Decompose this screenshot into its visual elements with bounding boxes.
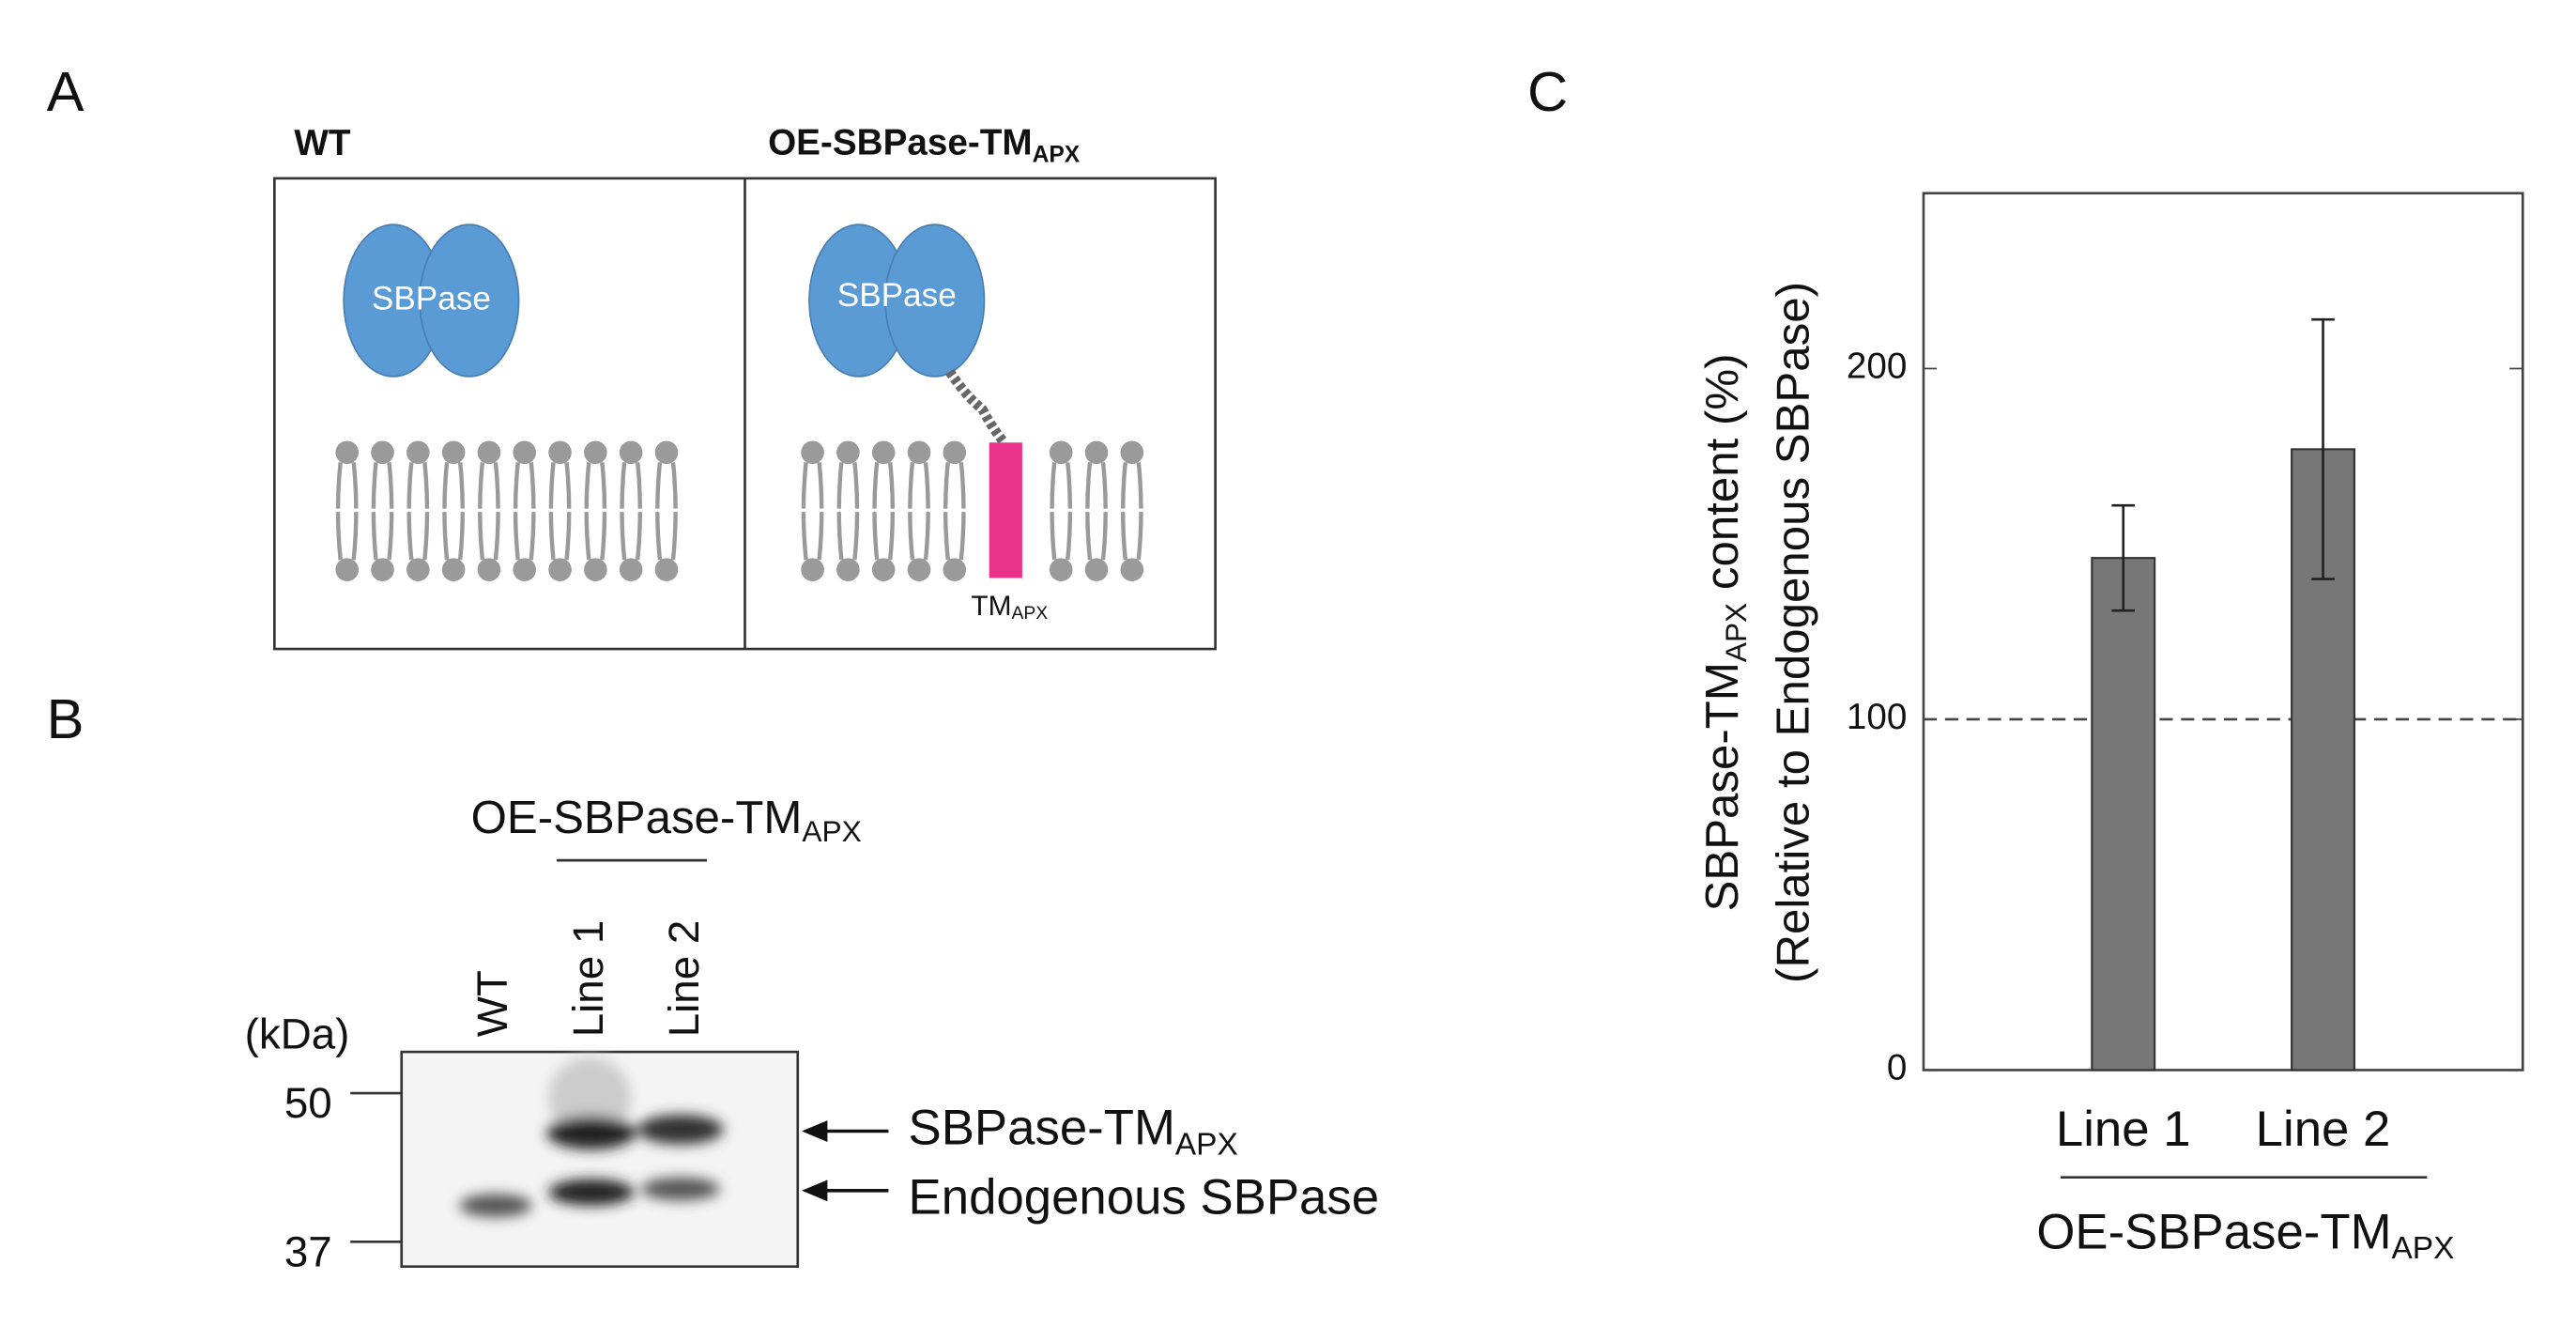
anchor-label: TMAPX [971, 591, 1048, 624]
lipid-head [654, 558, 679, 581]
text: content (%) [1696, 353, 1748, 602]
lipid-head [335, 440, 360, 465]
marker-label: 37 [284, 1227, 332, 1275]
lipid-head [477, 558, 501, 581]
lipid-head [871, 440, 896, 465]
subscript: APX [1012, 603, 1049, 624]
membrane [333, 440, 681, 581]
lipid-head [907, 558, 931, 581]
lipid-head [907, 440, 931, 465]
lipid-head [654, 440, 679, 465]
y-tick-label: 100 [1847, 697, 1908, 737]
linker [945, 368, 1008, 446]
lipid-head [1084, 558, 1109, 581]
lipid-head [1120, 558, 1144, 581]
lipid-head [371, 440, 394, 465]
lipid-head [801, 440, 824, 465]
x-group-label: OE-SBPase-TMAPX [2036, 1204, 2454, 1266]
subscript: APX [2392, 1231, 2455, 1266]
band-label: SBPase-TMAPX [909, 1100, 1238, 1162]
lipid-head [1049, 440, 1073, 465]
subscript: APX [1719, 603, 1753, 662]
lipid-head [548, 558, 572, 581]
bar [2091, 557, 2156, 1072]
tm-anchor [989, 442, 1022, 578]
lipid-head [1049, 558, 1073, 581]
unit-label: (kDa) [245, 1010, 350, 1057]
lipid-head [477, 440, 501, 465]
text: OE-SBPase-TM [768, 123, 1033, 163]
text: OE-SBPase-TM [2036, 1204, 2391, 1259]
blot-group: OE-SBPase-TMAPX [471, 792, 862, 848]
lipid-head [406, 440, 430, 465]
lipid-head [836, 558, 860, 581]
text: OE-SBPase-TM [471, 792, 803, 843]
lipid-head [943, 558, 967, 581]
lane-label: Line 1 [564, 920, 612, 1038]
lipid-head [1120, 440, 1144, 465]
plot-frame [1922, 192, 2524, 1072]
protein [343, 224, 986, 378]
lane-label: WT [468, 970, 516, 1037]
lipid-head [1084, 440, 1109, 465]
text: SBPase-TM [1696, 662, 1748, 911]
membrane [799, 440, 1145, 581]
lipid-head [441, 440, 466, 465]
lipid-head [513, 440, 537, 465]
band-label: Endogenous SBPase [909, 1169, 1380, 1225]
lipid-head [335, 558, 360, 581]
panel-label: B [47, 687, 84, 750]
x-tick-label: Line 2 [2256, 1102, 2391, 1157]
lipid-head [584, 558, 607, 581]
diagram-title: WT [294, 123, 351, 163]
lipid-head [619, 440, 643, 465]
error-bar [2311, 317, 2335, 580]
lipid-head [548, 440, 572, 465]
y-axis-label: (Relative to Endogenous SBPase) [1768, 282, 1819, 983]
text: TM [971, 591, 1011, 622]
panel-label: A [47, 60, 84, 123]
subscript: APX [802, 814, 861, 848]
y-axis-label: SBPase-TMAPX content (%) [1696, 353, 1753, 911]
x-tick-label: Line 1 [2056, 1102, 2191, 1157]
marker-label: 50 [284, 1079, 332, 1127]
protein-label: SBPase [372, 280, 491, 316]
y-tick-label: 200 [1847, 347, 1908, 387]
lipid-head [801, 558, 824, 581]
protein-label: SBPase [837, 277, 957, 314]
text: SBPase-TM [909, 1100, 1175, 1155]
lipid-head [406, 558, 430, 581]
bands [459, 1056, 724, 1217]
lipid-head [513, 558, 537, 581]
error-bar [2111, 503, 2136, 612]
subscript: APX [1033, 142, 1081, 167]
lipid-head [943, 440, 967, 465]
lipid-head [584, 440, 607, 465]
subscript: APX [1175, 1127, 1238, 1162]
lipid-head [371, 558, 394, 581]
lipid-head [871, 558, 896, 581]
lane-label: Line 2 [660, 920, 708, 1038]
diagram-title: OE-SBPase-TMAPX [768, 123, 1081, 167]
lipid-head [441, 558, 466, 581]
panel-label: C [1527, 60, 1568, 123]
lipid-head [836, 440, 860, 465]
arrow [801, 1120, 889, 1202]
lipid-head [619, 558, 643, 581]
y-tick-label: 0 [1887, 1048, 1908, 1088]
